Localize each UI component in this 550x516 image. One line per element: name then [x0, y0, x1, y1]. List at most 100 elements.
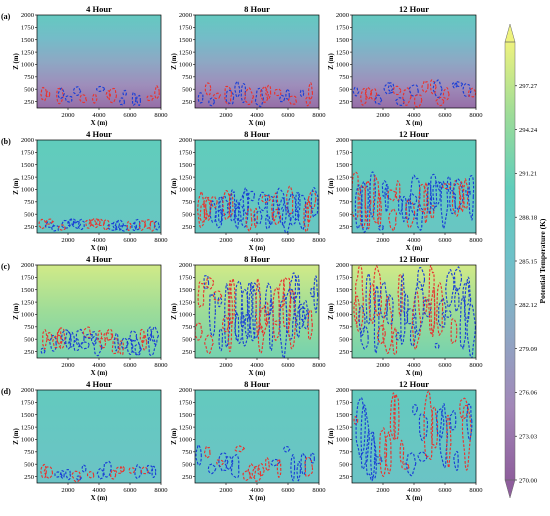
panel-background — [195, 265, 319, 358]
y-tick-label: 2000 — [179, 262, 193, 269]
blue-contour — [292, 210, 300, 221]
colorbar-tick-label: 297.27 — [519, 83, 538, 90]
blue-contour — [114, 332, 119, 352]
y-tick-label: 1000 — [179, 62, 193, 69]
y-tick-label: 1250 — [179, 49, 193, 56]
blue-contour — [408, 193, 418, 206]
y-tick-label: 1750 — [21, 25, 35, 32]
x-axis-label: X (m) — [249, 370, 266, 377]
panel-background — [195, 390, 319, 483]
x-tick-label: 8000 — [469, 362, 483, 369]
blue-contour — [248, 282, 257, 342]
blue-contour — [406, 308, 416, 325]
red-contour — [139, 328, 145, 345]
panel-r4-c3: 12 Hour 250 500 750 1000 1250 1500 1750 2000 2000… — [328, 379, 483, 502]
blue-contour — [409, 323, 416, 347]
blue-contour — [360, 326, 369, 350]
x-tick-label: 2000 — [376, 112, 390, 119]
red-contour — [430, 286, 436, 338]
y-tick-label: 750 — [339, 74, 350, 81]
x-axis-label: X (m) — [406, 120, 423, 127]
blue-contour — [352, 86, 360, 97]
blue-contour — [466, 403, 473, 441]
x-tick-label: 6000 — [281, 237, 295, 244]
red-contour — [197, 191, 205, 228]
red-contour — [422, 296, 428, 315]
blue-contour — [126, 337, 134, 355]
y-tick-label: 500 — [182, 211, 193, 218]
red-contour — [265, 457, 270, 472]
x-tick-label: 6000 — [281, 362, 295, 369]
red-contour — [353, 416, 359, 425]
panel-r4-c2: 8 Hour 250 500 750 1000 1250 1500 1750 2000 2000 4… — [171, 379, 326, 502]
red-contour — [126, 220, 132, 232]
blue-contour — [208, 292, 216, 337]
blue-contour — [309, 286, 315, 298]
blue-contour — [264, 282, 272, 316]
red-contour — [393, 393, 400, 441]
x-tick-label: 4000 — [407, 112, 421, 119]
x-tick-label: 6000 — [438, 237, 452, 244]
contour-group — [40, 326, 160, 357]
red-contour — [388, 208, 397, 232]
contour-group — [197, 80, 313, 108]
red-contour — [154, 85, 160, 100]
y-tick-label: 500 — [24, 211, 35, 218]
x-axis-label: X (m) — [249, 495, 266, 502]
blue-contour — [154, 220, 160, 231]
blue-contour — [234, 203, 245, 223]
blue-contour — [59, 470, 65, 479]
y-axis-label: Z (m) — [328, 53, 335, 69]
red-contour — [40, 463, 47, 479]
red-contour — [274, 88, 282, 97]
red-contour — [352, 171, 359, 220]
red-contour — [119, 465, 126, 474]
panel-title: 12 Hour — [399, 129, 429, 139]
blue-contour — [432, 79, 443, 99]
blue-contour — [414, 281, 425, 335]
red-contour — [261, 194, 271, 204]
blue-contour — [395, 332, 402, 341]
red-contour — [244, 87, 255, 106]
contour-group — [352, 79, 476, 108]
blue-contour — [378, 281, 388, 319]
red-contour — [286, 185, 294, 215]
panel-r3-c1: 4 Hour 250 500 750 1000 1250 1500 1750 2000 2000 4… — [13, 254, 168, 377]
blue-contour — [217, 296, 223, 308]
y-tick-label: 1500 — [336, 412, 350, 419]
panel-r1-c3: 12 Hour 250 500 750 1000 1250 1500 1750 2000 2000… — [328, 4, 483, 127]
row-label-2: (b) — [1, 137, 11, 146]
row-label-4: (d) — [1, 387, 11, 396]
red-contour — [141, 334, 148, 351]
blue-contour — [313, 275, 319, 314]
blue-contour — [252, 282, 261, 339]
blue-contour — [214, 209, 223, 229]
blue-contour — [151, 465, 157, 479]
y-tick-label: 1000 — [179, 312, 193, 319]
y-tick-label: 500 — [339, 336, 350, 343]
y-tick-label: 750 — [339, 199, 350, 206]
blue-contour — [75, 328, 85, 347]
blue-contour — [386, 294, 394, 325]
blue-contour — [360, 404, 370, 470]
colorbar-tick-label: 288.18 — [519, 215, 538, 222]
blue-contour — [374, 94, 383, 105]
x-tick-label: 2000 — [219, 487, 233, 494]
x-tick-label: 6000 — [123, 362, 137, 369]
red-contour — [140, 466, 149, 475]
contour-group — [353, 390, 473, 482]
red-contour — [128, 467, 136, 474]
blue-contour — [285, 88, 290, 100]
blue-contour — [454, 81, 464, 88]
x-tick-label: 2000 — [61, 237, 75, 244]
y-tick-label: 1000 — [336, 62, 350, 69]
blue-contour — [436, 408, 445, 439]
blue-contour — [297, 193, 307, 231]
y-tick-label: 250 — [24, 474, 35, 481]
blue-contour — [397, 196, 403, 215]
red-contour — [88, 219, 98, 226]
y-tick-label: 1250 — [336, 174, 350, 181]
red-contour — [205, 196, 212, 220]
red-contour — [56, 327, 66, 350]
blue-contour — [270, 458, 281, 467]
